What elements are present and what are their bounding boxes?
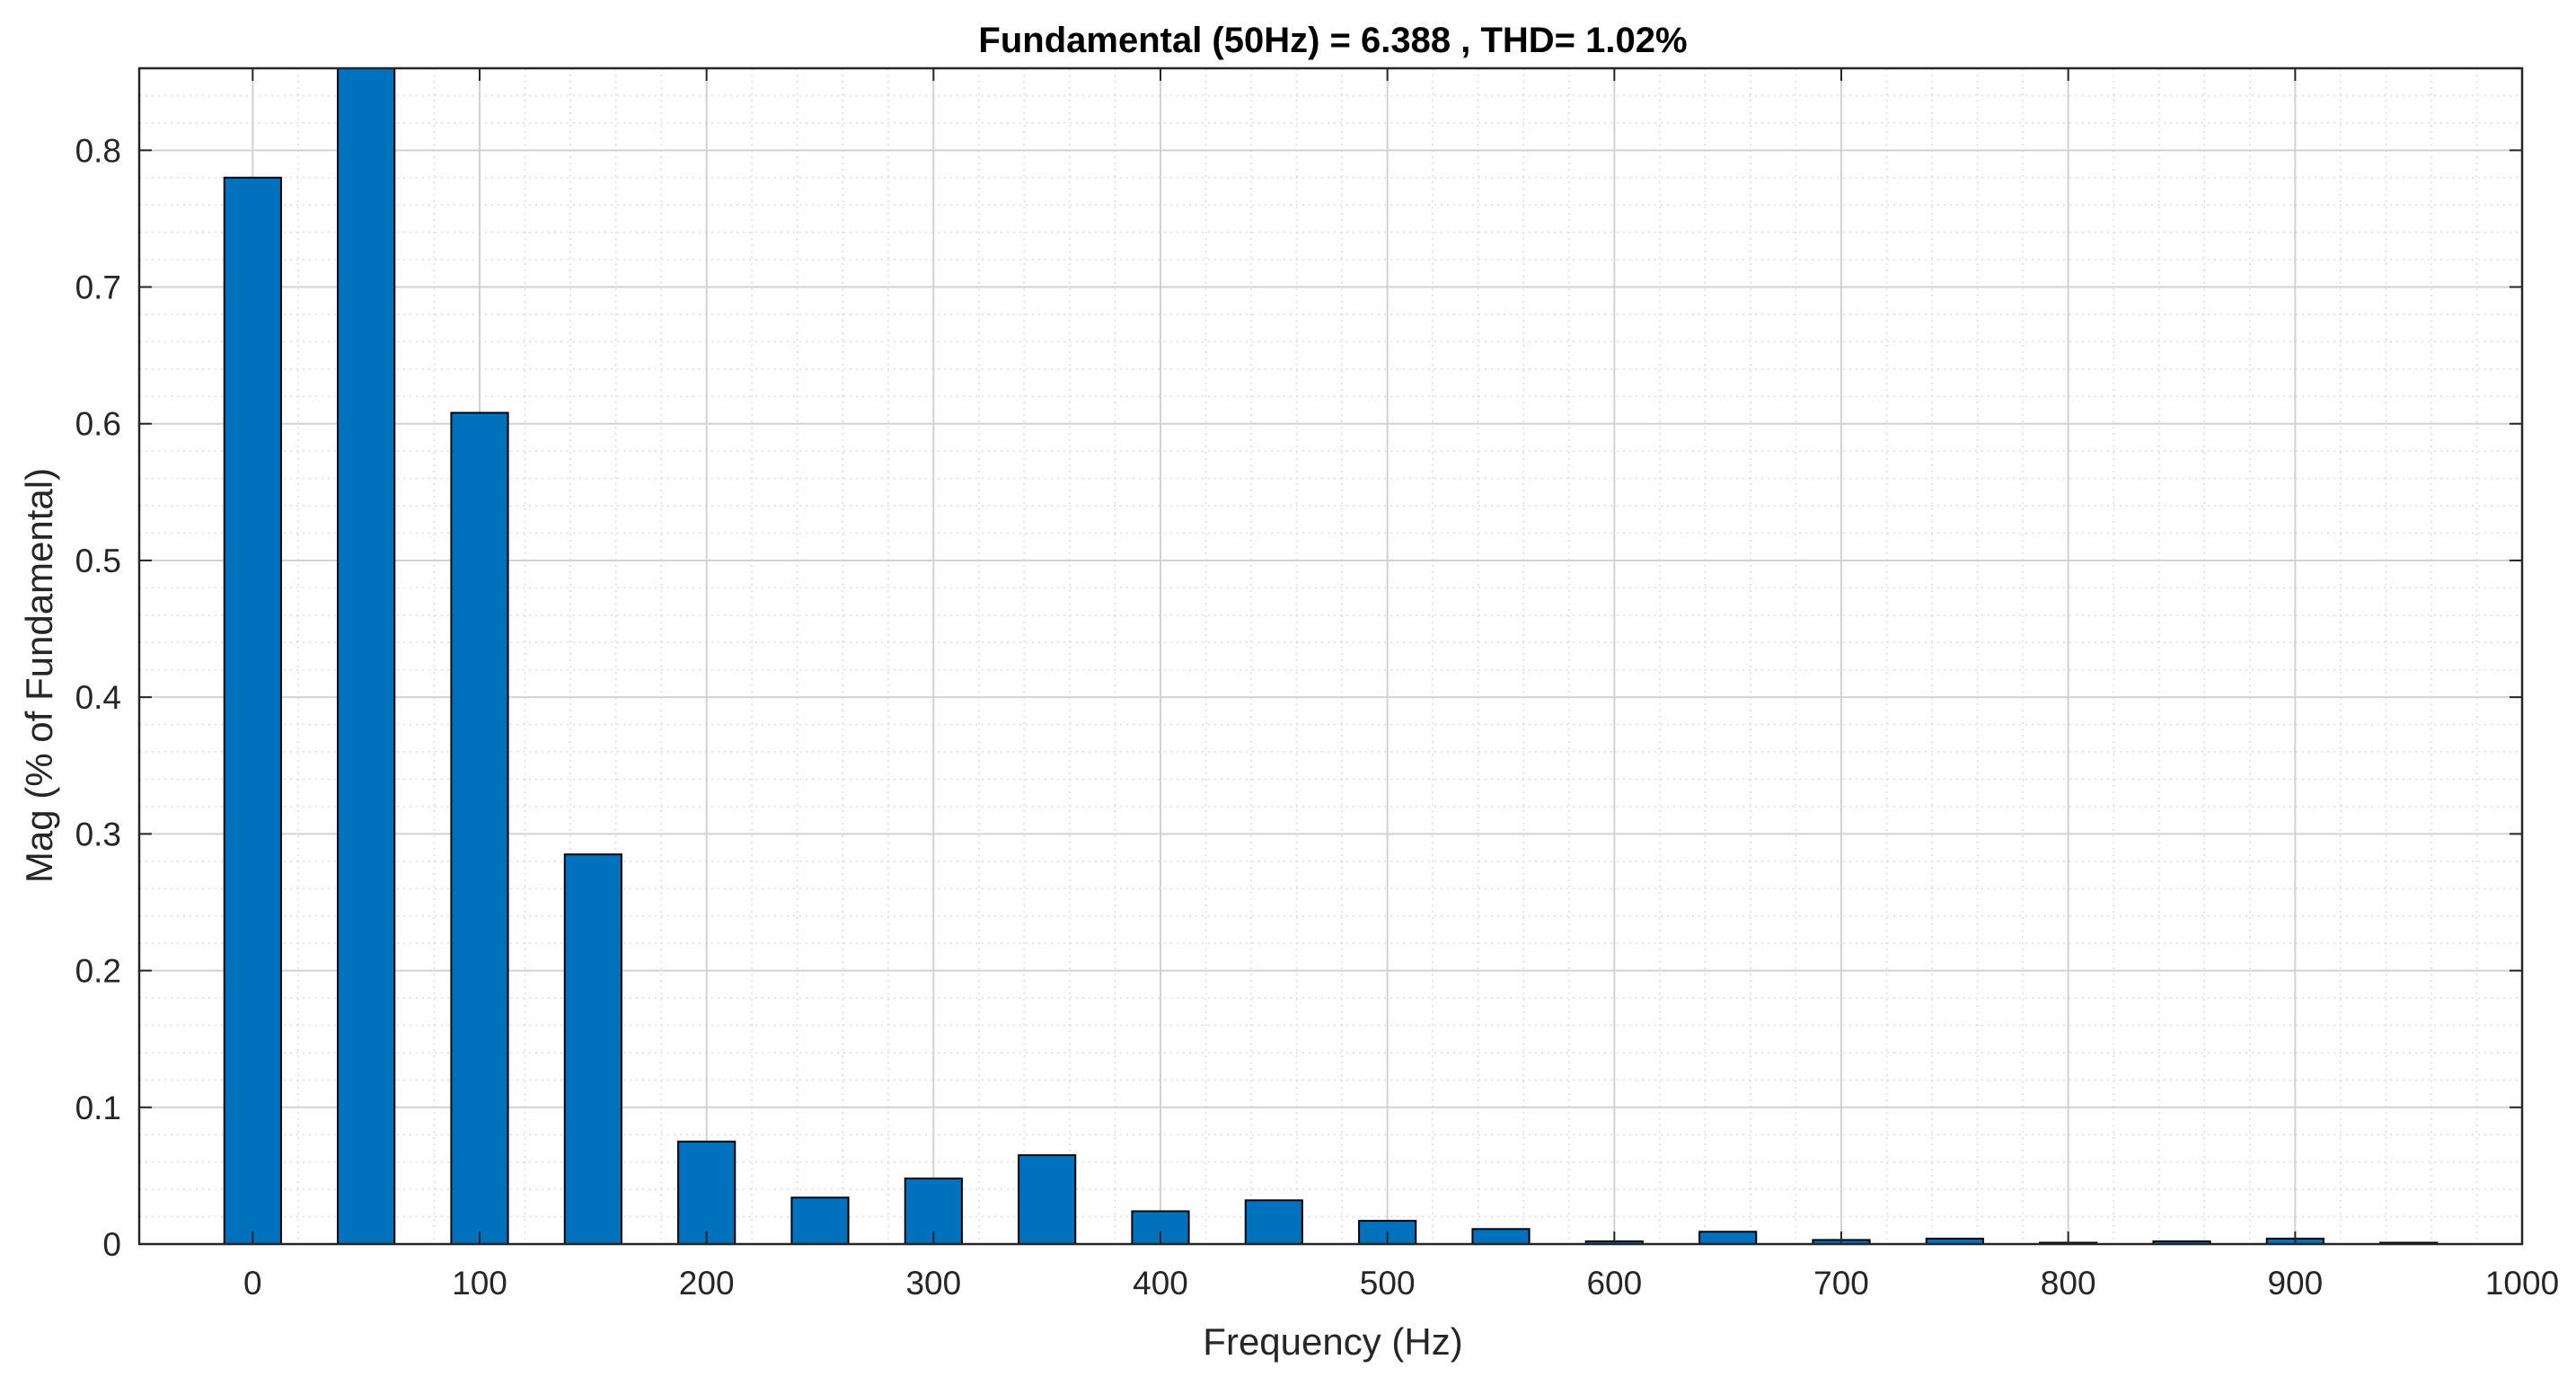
plot-background xyxy=(139,68,2522,1244)
y-tick-label: 0.3 xyxy=(75,816,121,852)
bar-200hz xyxy=(677,1140,737,1245)
x-tick-label: 800 xyxy=(2041,1265,2096,1302)
x-tick-label: 900 xyxy=(2267,1265,2323,1302)
x-tick-label: 500 xyxy=(1360,1265,1416,1302)
y-tick-label: 0.7 xyxy=(75,269,121,306)
x-tick-label: 200 xyxy=(679,1265,735,1302)
tick-labels: 0 100 200 300 400 500 600 700 800 900 1000 0 0.1 0.2 0… xyxy=(75,132,2560,1302)
y-tick-label: 0.8 xyxy=(75,132,121,169)
y-axis-label: Mag (% of Fundamental) xyxy=(18,468,60,883)
x-tick-label: 600 xyxy=(1586,1265,1642,1302)
grid xyxy=(139,67,2523,1245)
x-tick-label: 700 xyxy=(1813,1265,1869,1302)
x-tick-label: 100 xyxy=(452,1265,507,1302)
axes-frame xyxy=(137,66,2524,1246)
bar-100hz xyxy=(450,411,509,1245)
x-tick-label: 1000 xyxy=(2485,1265,2559,1302)
y-tick-label: 0.2 xyxy=(75,953,121,990)
bar-550hz xyxy=(1471,1228,1531,1245)
bar-150hz xyxy=(563,853,622,1245)
bar-50hz xyxy=(337,67,396,1245)
x-axis-label: Frequency (Hz) xyxy=(1203,1320,1462,1363)
x-tick-label: 400 xyxy=(1133,1265,1188,1302)
bar-0hz xyxy=(223,176,282,1245)
chart-title: Fundamental (50Hz) = 6.388 , THD= 1.02% xyxy=(978,21,1687,60)
axes-box xyxy=(137,66,2524,1246)
plot-area xyxy=(139,68,2522,1244)
bar-450hz xyxy=(1244,1199,1303,1245)
y-tick-label: 0.1 xyxy=(75,1090,121,1126)
bar-650hz xyxy=(1698,1231,1758,1245)
y-tick-label: 0.6 xyxy=(75,406,121,443)
x-tick-label: 300 xyxy=(905,1265,961,1302)
y-tick-label: 0.5 xyxy=(75,543,121,579)
bar-350hz xyxy=(1018,1154,1077,1246)
x-tick-label: 0 xyxy=(243,1265,262,1302)
y-tick-label: 0.4 xyxy=(75,679,121,716)
bars xyxy=(223,67,2439,1246)
y-tick-label: 0 xyxy=(102,1226,121,1263)
bar-250hz xyxy=(790,1196,850,1245)
